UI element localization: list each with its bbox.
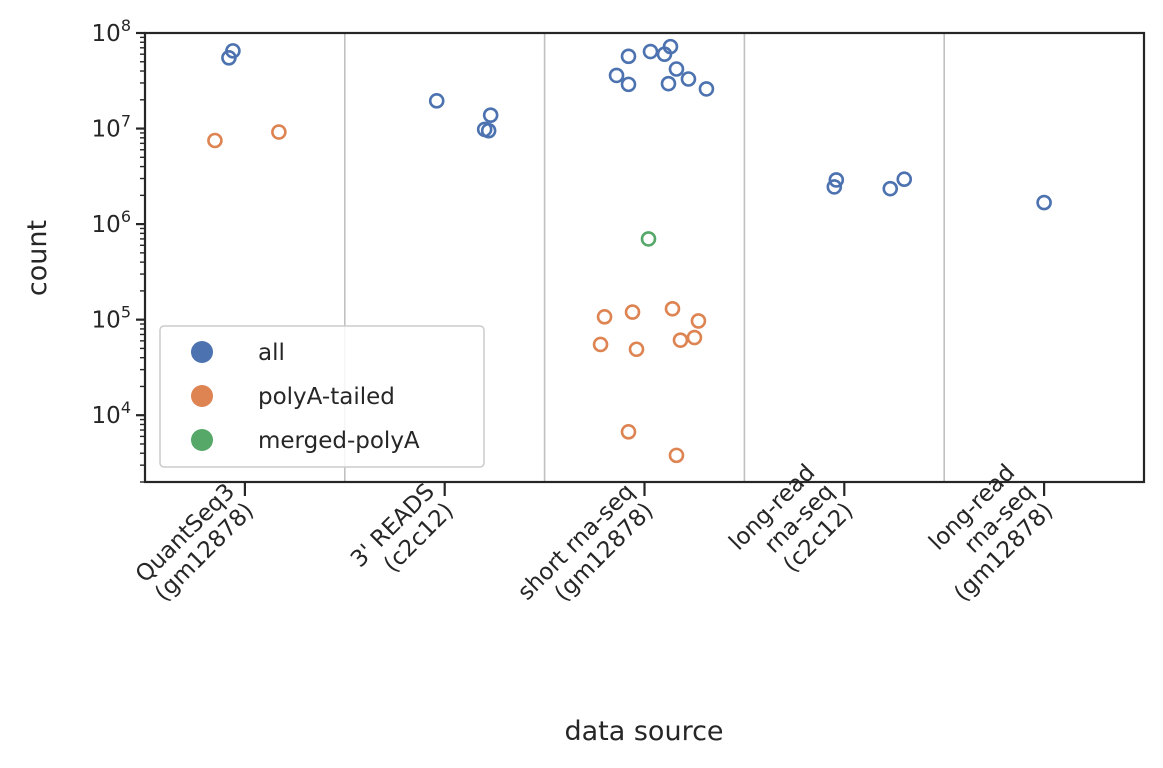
point-all: [662, 38, 679, 55]
y-tick-label: 108: [92, 16, 131, 47]
point-polya-tailed: [686, 329, 703, 346]
point-all: [828, 172, 845, 188]
point-all: [826, 179, 843, 195]
y-tick-label: 106: [92, 207, 131, 238]
point-all: [882, 180, 899, 197]
point-polya-tailed: [664, 300, 681, 317]
legend-label: polyA-tailed: [258, 384, 395, 410]
y-axis-label: count: [22, 220, 53, 296]
legend-marker: [191, 385, 213, 407]
point-all: [668, 61, 685, 77]
y-tick-label: 105: [92, 303, 131, 334]
point-all: [620, 76, 637, 93]
point-all: [608, 67, 625, 84]
x-axis: QuantSeq3(gm12878) 3' READS(c2c12) short r…: [131, 460, 1058, 607]
point-polya-tailed: [668, 447, 685, 464]
point-all: [480, 122, 497, 139]
data-points: [207, 38, 1052, 464]
legend-marker: [191, 429, 213, 451]
point-polya-tailed: [592, 336, 609, 353]
point-all: [680, 71, 697, 87]
point-polya-tailed: [207, 132, 223, 149]
legend-label: all: [258, 340, 285, 366]
point-all: [482, 107, 499, 123]
point-all: [225, 43, 241, 59]
point-all: [698, 81, 715, 97]
x-axis-label: data source: [564, 716, 723, 747]
legend-marker: [191, 341, 213, 363]
point-merged-polya: [640, 231, 657, 247]
point-polya-tailed: [672, 332, 689, 348]
y-axis: 104 105 106 107 108: [92, 16, 145, 483]
point-all: [1036, 194, 1052, 211]
x-tick-label: QuantSeq3(gm12878): [131, 479, 259, 607]
legend-box: [159, 325, 485, 468]
point-polya-tailed: [596, 309, 613, 325]
point-all: [620, 48, 637, 65]
legend: all polyA-tailed merged-polyA: [159, 325, 485, 468]
point-polya-tailed: [628, 341, 645, 358]
point-polya-tailed: [624, 304, 641, 320]
point-all: [660, 75, 677, 92]
x-tick-label: 3' READS(c2c12): [346, 479, 459, 578]
point-all: [896, 171, 913, 188]
point-all: [642, 43, 659, 60]
point-polya-tailed: [620, 424, 637, 440]
x-tick-label: short rna-seq(gm12878): [513, 479, 659, 607]
y-tick-label: 107: [92, 112, 131, 143]
y-tick-label: 104: [92, 398, 131, 429]
point-polya-tailed: [690, 313, 707, 329]
point-polya-tailed: [271, 124, 287, 140]
legend-label: merged-polyA: [258, 428, 420, 454]
point-all: [428, 93, 445, 109]
